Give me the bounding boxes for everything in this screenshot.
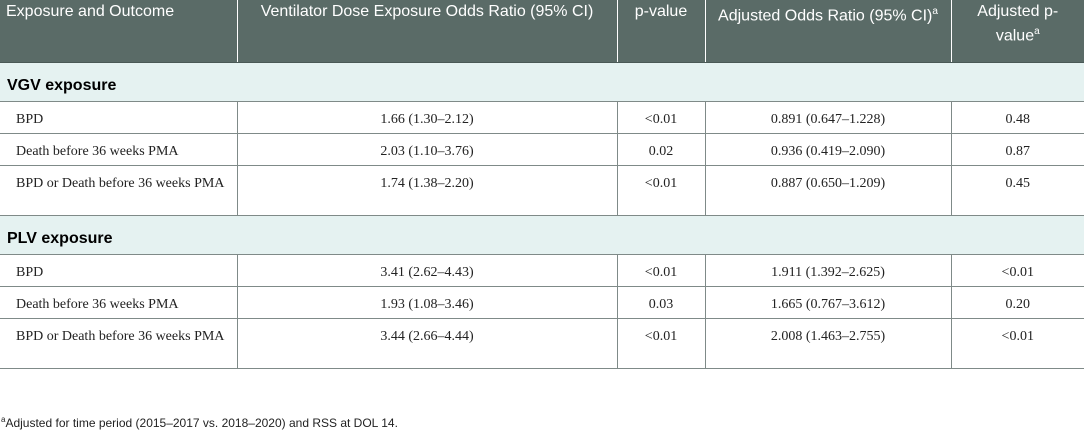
table-header: Exposure and Outcome Ventilator Dose Exp… bbox=[0, 0, 1084, 63]
adjusted-odds-ratio-cell: 0.891 (0.647–1.228) bbox=[705, 101, 952, 134]
table-row: BPD or Death before 36 weeks PMA 3.44 (2… bbox=[0, 318, 1084, 369]
adjusted-p-value-cell: 0.20 bbox=[951, 286, 1084, 319]
table-row: BPD 1.66 (1.30–2.12) <0.01 0.891 (0.647–… bbox=[0, 101, 1084, 134]
outcome-cell: BPD or Death before 36 weeks PMA bbox=[0, 165, 238, 216]
footnote-marker: a bbox=[1, 415, 6, 424]
outcome-cell: BPD bbox=[0, 254, 238, 287]
table-row: Death before 36 weeks PMA 1.93 (1.08–3.4… bbox=[0, 286, 1084, 319]
adjusted-odds-ratio-cell: 1.665 (0.767–3.612) bbox=[705, 286, 952, 319]
odds-ratio-cell: 1.74 (1.38–2.20) bbox=[237, 165, 618, 216]
adjusted-odds-ratio-cell: 1.911 (1.392–2.625) bbox=[705, 254, 952, 287]
p-value-cell: <0.01 bbox=[617, 101, 706, 134]
adjusted-odds-ratio-cell: 0.936 (0.419–2.090) bbox=[705, 133, 952, 166]
footnote-text: Adjusted for time period (2015–2017 vs. … bbox=[5, 416, 398, 430]
results-table: Exposure and Outcome Ventilator Dose Exp… bbox=[0, 0, 1084, 369]
header-exposure-outcome: Exposure and Outcome bbox=[0, 0, 238, 63]
header-p-value: p-value bbox=[617, 0, 706, 63]
table-footnote: aAdjusted for time period (2015–2017 vs.… bbox=[1, 415, 398, 430]
p-value-cell: <0.01 bbox=[617, 318, 706, 369]
header-adjusted-odds-ratio: Adjusted Odds Ratio (95% CI)a bbox=[705, 0, 952, 63]
header-footnote-marker: a bbox=[1034, 26, 1040, 37]
header-footnote-marker: a bbox=[932, 6, 938, 17]
adjusted-odds-ratio-cell: 2.008 (1.463–2.755) bbox=[705, 318, 952, 369]
adjusted-p-value-cell: 0.45 bbox=[951, 165, 1084, 216]
adjusted-p-value-cell: 0.87 bbox=[951, 133, 1084, 166]
adjusted-p-value-cell: <0.01 bbox=[951, 254, 1084, 287]
table-row: BPD or Death before 36 weeks PMA 1.74 (1… bbox=[0, 165, 1084, 216]
adjusted-p-value-cell: <0.01 bbox=[951, 318, 1084, 369]
section-row-vgv: VGV exposure bbox=[0, 62, 1084, 102]
outcome-cell: BPD bbox=[0, 101, 238, 134]
adjusted-p-value-cell: 0.48 bbox=[951, 101, 1084, 134]
section-title: PLV exposure bbox=[0, 215, 1084, 255]
table-row: Death before 36 weeks PMA 2.03 (1.10–3.7… bbox=[0, 133, 1084, 166]
table-row: BPD 3.41 (2.62–4.43) <0.01 1.911 (1.392–… bbox=[0, 254, 1084, 287]
outcome-cell: Death before 36 weeks PMA bbox=[0, 133, 238, 166]
odds-ratio-cell: 3.41 (2.62–4.43) bbox=[237, 254, 618, 287]
odds-ratio-cell: 1.93 (1.08–3.46) bbox=[237, 286, 618, 319]
odds-ratio-cell: 3.44 (2.66–4.44) bbox=[237, 318, 618, 369]
header-adjusted-p-value: Adjusted p-valuea bbox=[951, 0, 1084, 63]
outcome-cell: BPD or Death before 36 weeks PMA bbox=[0, 318, 238, 369]
p-value-cell: <0.01 bbox=[617, 254, 706, 287]
header-odds-ratio: Ventilator Dose Exposure Odds Ratio (95%… bbox=[237, 0, 618, 63]
section-title: VGV exposure bbox=[0, 62, 1084, 102]
p-value-cell: 0.03 bbox=[617, 286, 706, 319]
p-value-cell: 0.02 bbox=[617, 133, 706, 166]
odds-ratio-cell: 1.66 (1.30–2.12) bbox=[237, 101, 618, 134]
outcome-cell: Death before 36 weeks PMA bbox=[0, 286, 238, 319]
adjusted-odds-ratio-cell: 0.887 (0.650–1.209) bbox=[705, 165, 952, 216]
section-row-plv: PLV exposure bbox=[0, 215, 1084, 255]
odds-ratio-cell: 2.03 (1.10–3.76) bbox=[237, 133, 618, 166]
p-value-cell: <0.01 bbox=[617, 165, 706, 216]
